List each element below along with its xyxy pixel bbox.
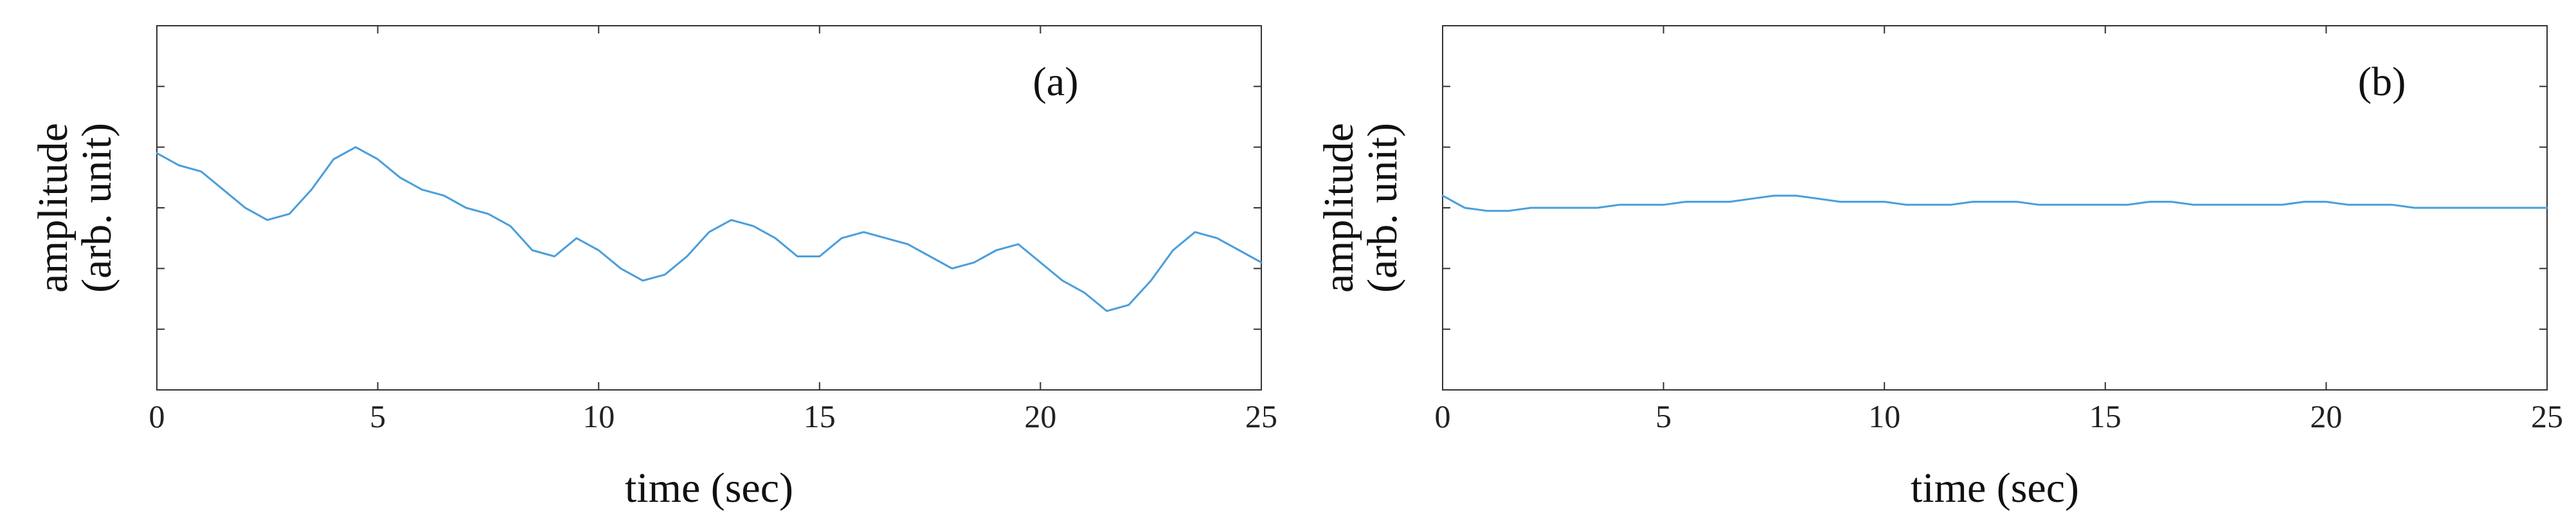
x-axis-label-a: time (sec) xyxy=(625,465,793,511)
x-tick-labels-a: 0 5 10 15 20 25 xyxy=(149,398,1278,434)
x-axis-label-b: time (sec) xyxy=(1911,465,2079,511)
x-tick-label-a-0: 0 xyxy=(149,398,165,434)
y-axis-label-a-line2: (arb. unit) xyxy=(73,123,120,293)
series-group-b xyxy=(1441,194,2548,212)
series-line-b-0 xyxy=(1441,194,2548,212)
panel-b: 0 5 10 15 20 25 (b) time (sec) amplitude (arb… xyxy=(1315,25,2564,511)
x-tick-label-a-1: 5 xyxy=(370,398,386,434)
panel-label-a: (a) xyxy=(1032,59,1078,104)
x-tick-label-a-5: 25 xyxy=(1245,398,1277,434)
x-tick-label-a-3: 15 xyxy=(804,398,836,434)
y-axis-label-b: amplitude (arb. unit) xyxy=(1315,123,1406,293)
x-tick-labels-b: 0 5 10 15 20 25 xyxy=(1435,398,2564,434)
series-line-a-0 xyxy=(156,146,1263,312)
x-tick-label-b-3: 15 xyxy=(2089,398,2121,434)
y-axis-label-a-line1: amplitude xyxy=(30,123,77,293)
y-axis-label-b-line2: (arb. unit) xyxy=(1359,123,1406,293)
x-tick-label-a-2: 10 xyxy=(582,398,615,434)
x-tick-label-b-4: 20 xyxy=(2310,398,2342,434)
x-tick-label-b-0: 0 xyxy=(1435,398,1451,434)
panel-label-b: (b) xyxy=(2358,59,2406,104)
x-tick-label-b-1: 5 xyxy=(1655,398,1671,434)
panel-a: 0 5 10 15 20 25 (a) time (sec) amplitude (arb… xyxy=(30,25,1278,511)
x-ticks-b xyxy=(1442,26,2548,390)
y-ticks-a xyxy=(157,86,1261,330)
x-ticks-a xyxy=(156,26,1262,390)
series-group-a xyxy=(156,146,1263,312)
y-axis-label-a: amplitude (arb. unit) xyxy=(30,123,120,293)
x-tick-label-b-5: 25 xyxy=(2531,398,2563,434)
y-axis-label-b-line1: amplitude xyxy=(1315,123,1362,293)
y-ticks-b xyxy=(1443,86,2547,330)
x-tick-label-a-4: 20 xyxy=(1024,398,1056,434)
x-tick-label-b-2: 10 xyxy=(1868,398,1900,434)
plot-frame-a xyxy=(156,25,1262,391)
